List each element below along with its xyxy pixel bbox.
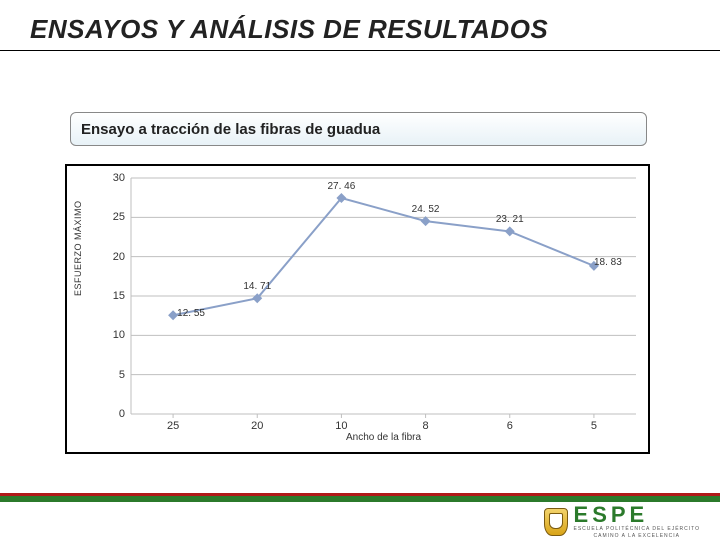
x-axis-title: Ancho de la fibra	[346, 432, 421, 443]
x-tick-label: 25	[167, 420, 179, 432]
data-label: 23. 21	[496, 214, 524, 225]
title-underline	[0, 50, 720, 51]
x-tick-label: 5	[591, 420, 597, 432]
logo-text: ESPE	[574, 504, 700, 526]
subtitle-text: Ensayo a tracción de las fibras de guadu…	[81, 121, 380, 138]
data-label: 18. 83	[594, 257, 622, 268]
chart-container: ESFUERZO MÁXIMO 0 5 10 15 20 25 30 25 20 10 8 6 5 Anc…	[65, 164, 650, 454]
x-tick-label: 10	[335, 420, 347, 432]
x-tick-label: 20	[251, 420, 263, 432]
subtitle-box: Ensayo a tracción de las fibras de guadu…	[70, 112, 647, 146]
data-label: 12. 55	[177, 308, 205, 319]
y-tick-label: 0	[85, 408, 125, 420]
chart-svg	[131, 178, 636, 414]
y-tick-label: 30	[85, 172, 125, 184]
footer-bars	[0, 492, 720, 502]
y-axis-title: ESFUERZO MÁXIMO	[73, 200, 83, 296]
shield-icon	[544, 508, 568, 536]
y-tick-label: 15	[85, 290, 125, 302]
logo-sub2: CAMINO A LA EXCELENCIA	[574, 533, 700, 540]
y-tick-label: 20	[85, 251, 125, 263]
plot-area	[131, 178, 636, 414]
y-tick-label: 5	[85, 369, 125, 381]
page-title: ENSAYOS Y ANÁLISIS DE RESULTADOS	[30, 14, 690, 45]
x-tick-label: 8	[423, 420, 429, 432]
data-label: 14. 71	[243, 281, 271, 292]
data-label: 27. 46	[328, 181, 356, 192]
y-tick-label: 25	[85, 211, 125, 223]
logo: ESPE ESCUELA POLITÉCNICA DEL EJÉRCITO CA…	[544, 504, 700, 540]
data-label: 24. 52	[412, 204, 440, 215]
x-tick-label: 6	[507, 420, 513, 432]
logo-sub1: ESCUELA POLITÉCNICA DEL EJÉRCITO	[574, 526, 700, 533]
y-tick-label: 10	[85, 329, 125, 341]
